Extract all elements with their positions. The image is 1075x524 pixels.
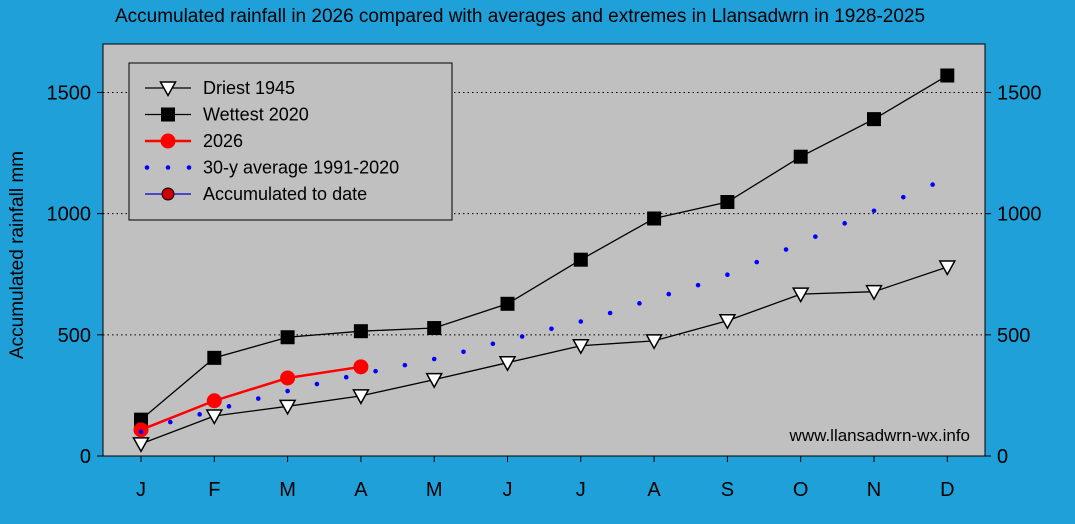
data-point-3: [138, 429, 144, 435]
legend-swatch-marker: [165, 165, 171, 170]
data-point-3: [373, 368, 378, 374]
data-point-1: [353, 324, 368, 339]
y-tick-label-left: 1500: [47, 82, 92, 104]
data-point-0: [645, 334, 663, 350]
series-line-2: [140, 365, 362, 431]
legend-swatch-marker: [160, 133, 176, 149]
data-point-0: [278, 399, 297, 416]
x-tick-label: N: [867, 479, 881, 501]
chart-title: Accumulated rainfall in 2026 compared wi…: [115, 6, 925, 27]
data-point-3: [519, 334, 525, 339]
series-line-1: [140, 74, 948, 421]
data-point-0: [425, 372, 443, 389]
x-tick-label: M: [426, 479, 443, 501]
data-point-3: [314, 381, 320, 387]
data-point-2: [206, 393, 222, 409]
x-tick-label: A: [647, 479, 661, 501]
data-point-2: [280, 370, 296, 386]
data-point-1: [134, 412, 148, 427]
data-point-1: [573, 252, 588, 267]
data-point-3: [813, 234, 818, 239]
legend-label: Wettest 2020: [203, 105, 309, 125]
data-point-3: [607, 310, 613, 316]
legend-swatch-marker: [186, 165, 192, 170]
y-tick-label-left: 0: [80, 446, 91, 468]
data-point-3: [754, 259, 760, 265]
legend-label: 30-y average 1991-2020: [203, 158, 399, 178]
data-point-3: [695, 282, 701, 288]
data-point-1: [940, 68, 955, 83]
data-point-0: [132, 437, 150, 453]
x-tick-label: A: [354, 479, 368, 501]
y-tick-label-left: 1000: [47, 204, 92, 226]
data-point-3: [637, 301, 642, 306]
x-tick-label: J: [576, 479, 586, 501]
legend-swatch-marker: [161, 107, 175, 122]
x-tick-label: O: [793, 479, 809, 501]
data-point-1: [867, 112, 881, 127]
data-point-0: [205, 409, 224, 426]
data-point-1: [207, 350, 222, 365]
y-tick-label-right: 0: [997, 446, 1008, 468]
x-tick-label: M: [279, 479, 296, 501]
data-point-3: [402, 362, 408, 368]
data-point-1: [793, 149, 808, 164]
y-tick-label-right: 1000: [997, 204, 1042, 226]
legend-label: Accumulated to date: [203, 184, 367, 204]
data-point-0: [572, 338, 590, 355]
data-point-3: [285, 388, 290, 394]
x-tick-label: F: [208, 479, 220, 501]
data-point-1: [647, 211, 662, 226]
legend: Driest 1945 Wettest 2020 2026 30-y average …: [128, 62, 453, 221]
legend-swatch-marker: [161, 187, 175, 201]
data-point-3: [490, 341, 496, 347]
data-point-3: [549, 326, 554, 332]
data-point-0: [498, 355, 517, 372]
credit-text: www.llansadwrn-wx.info: [789, 426, 970, 445]
data-point-3: [842, 221, 847, 226]
data-point-3: [930, 182, 935, 187]
x-tick-label: D: [940, 479, 954, 501]
data-point-3: [431, 356, 437, 362]
data-point-3: [871, 208, 877, 214]
data-point-0: [718, 314, 737, 330]
data-point-1: [500, 296, 515, 311]
legend-swatch-marker: [144, 165, 150, 170]
data-point-2: [353, 359, 369, 375]
x-tick-label: S: [721, 479, 734, 501]
data-point-3: [343, 374, 349, 380]
legend-label: Driest 1945: [203, 78, 295, 98]
data-point-0: [938, 260, 957, 277]
data-point-3: [197, 412, 202, 417]
x-tick-label: J: [136, 479, 146, 501]
y-axis-label: Accumulated rainfall mm: [7, 151, 28, 359]
data-point-3: [901, 194, 906, 200]
data-point-3: [226, 404, 232, 409]
data-point-3: [578, 319, 584, 324]
data-point-3: [255, 396, 261, 401]
data-point-3: [783, 247, 789, 252]
y-tick-label-right: 500: [997, 325, 1030, 347]
x-tick-label: J: [503, 479, 513, 501]
data-point-3: [461, 349, 466, 355]
data-point-3: [666, 291, 672, 297]
y-tick-label-right: 1500: [997, 82, 1042, 104]
legend-swatch-marker: [159, 81, 177, 98]
data-point-0: [791, 287, 810, 304]
data-point-1: [427, 321, 442, 336]
data-point-0: [352, 389, 370, 405]
data-point-1: [280, 330, 295, 345]
y-tick-label-left: 500: [58, 325, 91, 347]
data-point-3: [168, 419, 173, 425]
data-point-0: [865, 284, 883, 301]
series-line-0: [140, 266, 948, 445]
legend-label: 2026: [203, 131, 243, 151]
data-point-3: [725, 272, 730, 278]
data-point-1: [720, 195, 735, 210]
